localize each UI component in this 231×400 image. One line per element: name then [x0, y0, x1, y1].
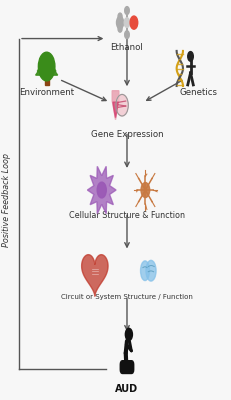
Text: Ethanol: Ethanol	[111, 42, 143, 52]
Ellipse shape	[140, 261, 149, 280]
Ellipse shape	[146, 260, 156, 281]
Circle shape	[116, 16, 124, 29]
Text: Circuit or System Structure / Function: Circuit or System Structure / Function	[61, 294, 193, 300]
Circle shape	[118, 25, 122, 32]
Circle shape	[118, 13, 122, 20]
Circle shape	[188, 52, 193, 61]
Circle shape	[38, 52, 55, 81]
Polygon shape	[113, 102, 118, 118]
Text: Environment: Environment	[19, 88, 74, 96]
Circle shape	[97, 182, 106, 198]
Circle shape	[125, 328, 132, 340]
Polygon shape	[36, 59, 58, 75]
Circle shape	[141, 182, 150, 198]
Text: Genetics: Genetics	[179, 88, 217, 96]
FancyBboxPatch shape	[120, 361, 134, 374]
Text: AUD: AUD	[116, 384, 139, 394]
Circle shape	[116, 94, 128, 116]
Polygon shape	[112, 91, 119, 120]
Polygon shape	[45, 75, 49, 85]
Circle shape	[124, 18, 130, 28]
Polygon shape	[87, 166, 116, 214]
Circle shape	[125, 7, 129, 14]
Circle shape	[130, 16, 138, 29]
Polygon shape	[37, 57, 56, 71]
Polygon shape	[39, 55, 54, 68]
Circle shape	[125, 31, 129, 39]
Text: Gene Expression: Gene Expression	[91, 130, 163, 139]
Polygon shape	[82, 255, 108, 296]
Text: Positive Feedback Loop: Positive Feedback Loop	[2, 153, 11, 247]
Text: Cellular Structure & Function: Cellular Structure & Function	[69, 211, 185, 220]
